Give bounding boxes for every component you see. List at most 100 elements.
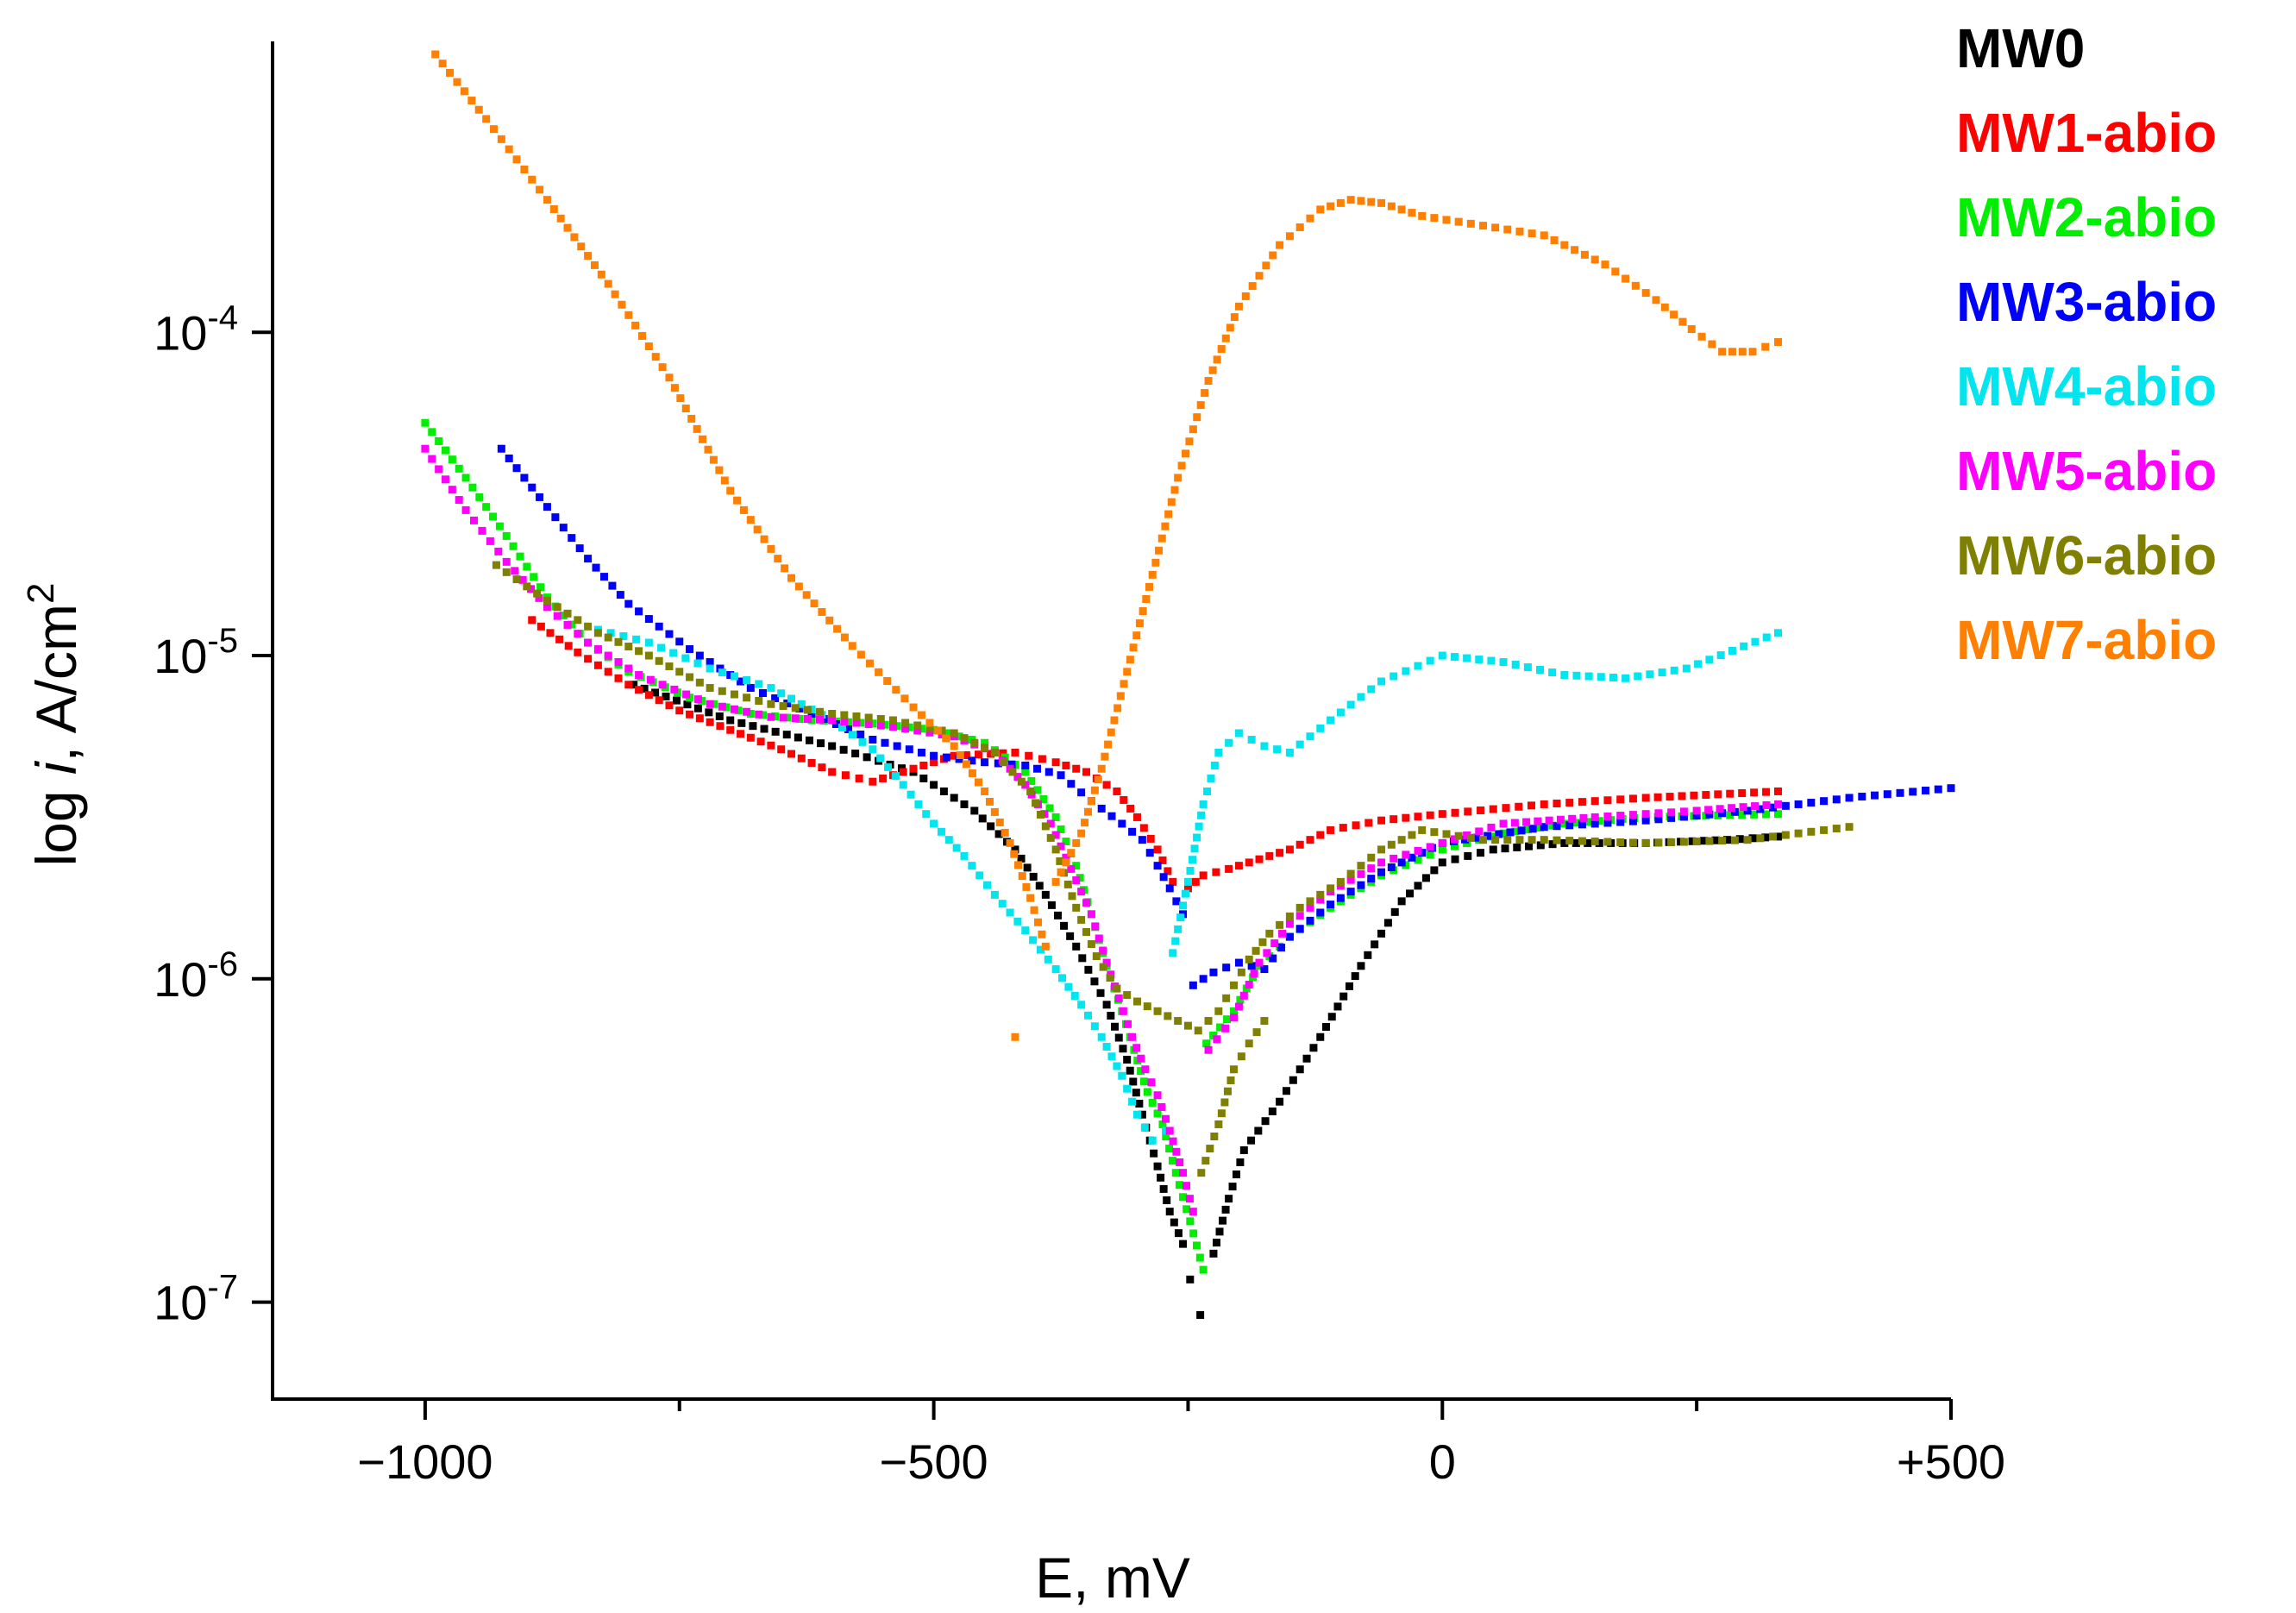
data-point — [1461, 835, 1470, 844]
data-point — [509, 542, 518, 550]
data-point — [1027, 776, 1036, 785]
data-point — [1578, 798, 1586, 806]
data-point — [844, 725, 853, 733]
data-point — [1145, 582, 1153, 591]
data-point — [1658, 668, 1666, 677]
data-point — [716, 722, 725, 731]
data-point — [1189, 856, 1197, 864]
data-point — [536, 493, 544, 501]
data-point — [1670, 311, 1678, 319]
data-point — [767, 741, 775, 750]
data-point — [1219, 1216, 1227, 1225]
data-point — [1026, 787, 1035, 795]
data-point — [1174, 925, 1183, 933]
data-point — [930, 725, 938, 734]
data-point — [1239, 991, 1248, 1000]
data-point — [614, 637, 623, 646]
data-point — [1058, 974, 1067, 982]
data-point — [1118, 1071, 1126, 1080]
data-point — [1045, 804, 1054, 813]
data-point — [1000, 758, 1008, 767]
data-point — [1010, 850, 1019, 858]
data-point — [1794, 800, 1803, 808]
data-point — [1295, 925, 1304, 933]
data-point — [794, 733, 802, 742]
data-point — [1123, 1084, 1132, 1093]
data-point — [665, 662, 674, 671]
data-point — [1038, 755, 1046, 763]
data-point — [1726, 811, 1735, 819]
data-point — [1230, 981, 1239, 989]
data-point — [1528, 836, 1536, 844]
data-point — [1295, 223, 1304, 231]
data-point — [1285, 748, 1294, 756]
data-point — [1141, 1065, 1150, 1074]
data-point — [1641, 810, 1650, 819]
data-point — [655, 656, 663, 665]
data-point — [917, 711, 925, 719]
data-point — [1051, 965, 1060, 974]
data-point — [1097, 804, 1106, 813]
data-point — [482, 115, 491, 123]
data-point — [1041, 890, 1050, 899]
data-point — [468, 483, 477, 492]
data-point — [686, 645, 694, 654]
data-point — [1262, 261, 1270, 270]
data-point — [1228, 1183, 1237, 1191]
data-point — [1051, 758, 1060, 767]
data-point — [1387, 840, 1396, 849]
data-point — [1114, 994, 1123, 1002]
data-point — [1111, 1022, 1120, 1031]
data-point — [686, 673, 694, 681]
data-point — [981, 758, 989, 767]
data-point — [1221, 1205, 1230, 1214]
data-point — [1390, 815, 1398, 824]
data-point — [1201, 1157, 1210, 1165]
data-point — [1316, 831, 1325, 839]
data-point — [900, 694, 909, 703]
data-point — [1087, 910, 1095, 919]
data-point — [1377, 929, 1386, 938]
data-point — [1364, 819, 1373, 827]
data-point — [1102, 1043, 1111, 1051]
data-point — [1047, 901, 1056, 909]
data-point — [1714, 790, 1722, 799]
data-point — [1475, 827, 1484, 836]
data-point — [1495, 830, 1503, 838]
data-point — [1096, 989, 1105, 997]
data-point — [1179, 1169, 1188, 1177]
data-point — [1081, 819, 1089, 827]
data-point — [734, 706, 743, 715]
data-point — [1186, 867, 1195, 876]
data-point — [1451, 855, 1459, 863]
data-point — [1153, 862, 1162, 870]
data-point — [455, 496, 463, 505]
data-point — [737, 719, 746, 727]
data-point — [651, 688, 660, 697]
data-point — [1603, 812, 1612, 820]
data-point — [1679, 813, 1688, 821]
series-mw4-abio — [593, 625, 1783, 1145]
data-point — [1196, 401, 1205, 410]
data-point — [651, 353, 660, 361]
data-point — [1252, 1028, 1261, 1037]
data-point — [1584, 818, 1592, 826]
series-mw5-abio — [421, 444, 1783, 1216]
data-point — [1295, 840, 1304, 849]
data-point — [1263, 949, 1271, 957]
data-point — [962, 750, 970, 759]
data-point — [816, 707, 825, 716]
data-point — [803, 715, 812, 724]
data-point — [1327, 825, 1335, 834]
data-point — [624, 664, 633, 673]
data-point — [570, 233, 579, 242]
data-point — [1107, 1012, 1115, 1020]
y-axis-title-unit: , A/cm — [24, 604, 88, 762]
data-point — [893, 742, 901, 750]
data-point — [1285, 919, 1294, 928]
data-point — [1183, 1205, 1191, 1214]
data-point — [1285, 845, 1294, 854]
data-point — [502, 568, 511, 576]
data-point — [1316, 1032, 1325, 1041]
data-point — [1053, 911, 1062, 919]
